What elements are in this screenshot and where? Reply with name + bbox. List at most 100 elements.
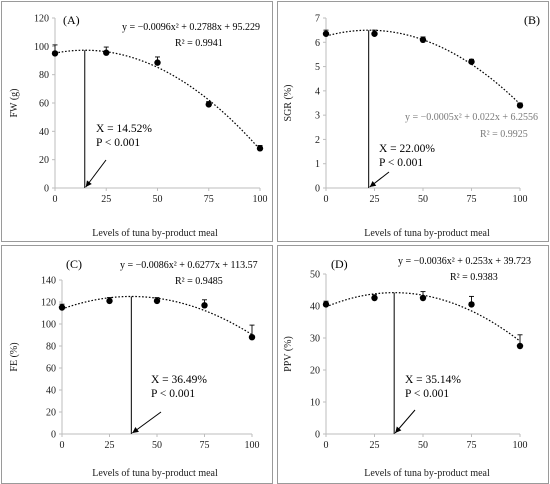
data-point [322,30,330,37]
x-axis-title: Levels of tuna by-product meal [92,468,218,479]
y-tick-label: 40 [310,302,320,313]
data-point [419,294,427,302]
y-tick-label: 20 [310,366,320,377]
panel-label: (D) [331,257,348,271]
fit-equation: y = −0.0036x² + 0.253x + 39.723 [398,256,531,267]
y-tick-label: 40 [39,127,49,138]
optimum-label: X = 14.52% [96,123,152,135]
data-point [371,294,378,302]
p-value-label: P < 0.001 [405,388,449,400]
y-tick-label: 30 [310,334,320,345]
p-value-label: P < 0.001 [151,388,195,400]
data-point [419,36,427,44]
chart-panel-d: 0 10 20 30 40 50 0 25 50 75 100 Levels of tuna by-p… [277,245,549,484]
x-tick-label: 0 [324,440,329,451]
panel-frame [277,1,549,242]
y-tick-label: 3 [315,111,320,122]
y-axis-title: SGR (%) [283,85,294,122]
data-point [468,301,475,308]
r-squared: R² = 0.9485 [175,276,223,287]
data-point [468,58,475,65]
y-tick-label: 6 [315,38,320,49]
panel-frame [1,1,273,242]
optimum-label: X = 35.14% [405,374,461,386]
x-tick-label: 75 [204,194,214,205]
x-tick-label: 100 [245,440,260,451]
y-tick-label: 60 [46,364,56,375]
data-point [322,301,330,308]
y-tick-label: 60 [39,99,49,110]
y-tick-label: 0 [44,184,49,195]
y-tick-label: 80 [39,70,49,81]
panel-label: (B) [524,13,540,27]
x-tick-label: 50 [418,440,428,451]
panel-label: (A) [63,13,80,27]
y-tick-label: 20 [46,408,56,419]
arrow-head [85,180,92,187]
chart-panel-a: 0 20 40 60 80 100 120 0 25 50 75 100 Levels of tuna … [1,1,273,242]
x-tick-label: 25 [370,194,380,205]
panel-frame [277,245,549,484]
fit-equation: y = −0.0096x² + 0.2788x + 95.229 [122,22,260,33]
x-tick-label: 25 [105,440,115,451]
x-tick-label: 0 [53,194,58,205]
y-tick-label: 1 [315,159,320,170]
arrow-head [395,426,402,433]
x-tick-label: 50 [152,440,162,451]
y-tick-label: 10 [310,398,320,409]
y-tick-label: 4 [315,86,320,97]
x-tick-label: 75 [467,440,477,451]
data-point [153,297,161,305]
y-tick-label: 5 [315,62,320,73]
fit-equation: y = −0.0005x² + 0.022x + 6.2556 [405,112,538,123]
data-point [516,102,524,109]
x-tick-label: 75 [467,194,477,205]
x-tick-label: 25 [101,194,111,205]
r-squared: R² = 0.9925 [480,129,528,140]
y-tick-label: 2 [315,135,320,146]
optimum-label: X = 36.49% [151,374,207,386]
r-squared: R² = 0.9941 [175,38,223,49]
x-tick-label: 25 [370,440,380,451]
fit-curve [54,49,261,150]
chart-panel-b: 0 1 2 3 4 5 6 7 0 25 50 75 100 Levels of tuna by-prod… [277,1,549,242]
y-tick-label: 20 [39,155,49,166]
x-tick-label: 50 [418,194,428,205]
data-point [205,101,212,108]
data-point [248,334,256,341]
data-point [371,30,378,37]
p-value-label: P < 0.001 [96,137,140,149]
fit-equation: y = −0.0086x² + 0.6277x + 113.57 [120,260,258,271]
data-point [256,145,264,152]
y-axis-title: PPV (%) [283,336,294,372]
y-tick-label: 100 [41,320,56,331]
y-tick-label: 40 [46,386,56,397]
y-tick-label: 0 [315,430,320,441]
arrow-head [369,180,377,187]
x-tick-label: 50 [153,194,163,205]
x-axis-title: Levels of tuna by-product meal [92,228,218,239]
y-tick-label: 7 [315,14,320,25]
panel-label: (C) [66,257,82,271]
y-tick-label: 50 [310,270,320,281]
x-tick-label: 100 [513,440,528,451]
data-point [154,59,161,66]
x-tick-label: 0 [324,194,329,205]
data-point [103,49,110,56]
x-axis-title: Levels of tuna by-product meal [364,468,490,479]
x-tick-label: 0 [60,440,65,451]
x-tick-label: 75 [200,440,210,451]
x-axis-title: Levels of tuna by-product meal [364,228,490,239]
y-tick-label: 140 [41,276,56,287]
y-tick-label: 0 [51,430,56,441]
y-tick-label: 100 [34,42,49,53]
optimum-label: X = 22.00% [379,143,435,155]
y-axis-title: FE (%) [9,342,20,371]
y-tick-label: 120 [41,298,56,309]
data-point [51,50,59,57]
arrow-head [132,427,139,433]
y-tick-label: 80 [46,342,56,353]
data-point [106,297,113,305]
data-point [58,304,66,311]
y-tick-label: 0 [315,184,320,195]
